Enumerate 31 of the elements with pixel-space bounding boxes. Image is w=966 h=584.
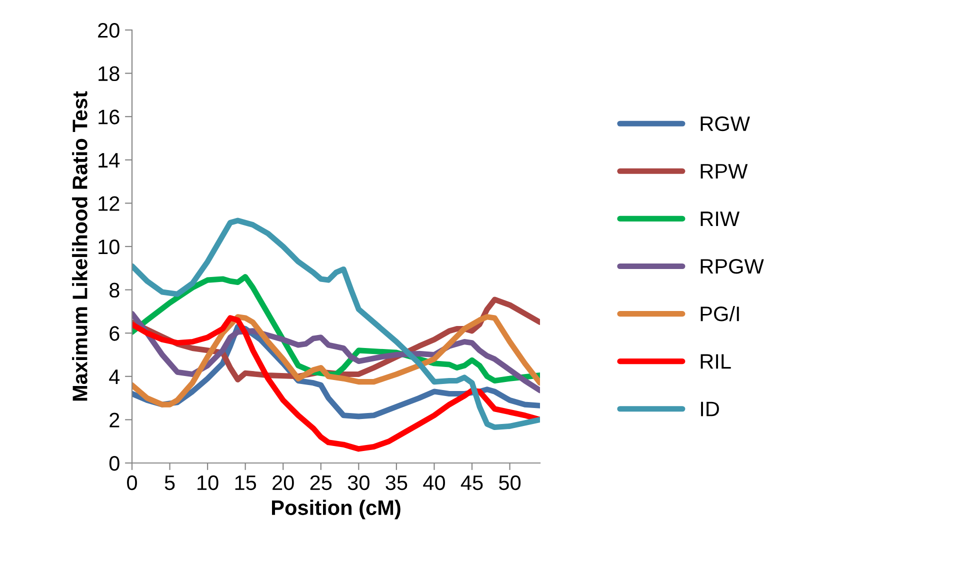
x-tick-label: 30 [348, 475, 370, 490]
legend-label: RGW [700, 116, 750, 132]
y-tick-label: 0 [109, 456, 120, 471]
legend-label: ID [701, 402, 719, 416]
y-tick-label: 18 [98, 66, 120, 82]
legend-label: PG/I [700, 306, 739, 322]
y-tick-label: 2 [110, 412, 120, 428]
y-tick-label: 20 [98, 23, 120, 38]
x-tick-label: 5 [164, 476, 175, 490]
x-tick-label: 45 [460, 476, 483, 490]
y-tick-label: 14 [98, 153, 120, 168]
y-tick-label: 6 [110, 326, 120, 341]
legend-label: RPW [700, 164, 748, 178]
x-tick-label: 35 [386, 475, 408, 490]
x-tick-label: 50 [499, 475, 521, 490]
x-tick-label: 10 [198, 475, 218, 490]
x-tick-label: 0 [127, 475, 137, 490]
y-tick-label: 4 [109, 370, 120, 384]
y-tick-label: 8 [110, 282, 120, 298]
legend-label: RPGW [700, 258, 764, 274]
legend-label: RIW [700, 212, 740, 226]
y-tick-label: 10 [98, 240, 120, 254]
y-tick-label: 12 [98, 196, 120, 211]
x-tick-label: 40 [423, 475, 445, 490]
y-tick-label: 16 [98, 110, 120, 124]
x-tick-label: 20 [272, 475, 294, 490]
x-axis-title: Position (cM) [272, 500, 400, 520]
x-tick-label: 25 [310, 475, 332, 490]
x-tick-label: 15 [235, 476, 256, 490]
legend-label: RIL [700, 354, 731, 369]
y-axis-title: Maximum Likelihood Ratio Test [72, 91, 88, 401]
